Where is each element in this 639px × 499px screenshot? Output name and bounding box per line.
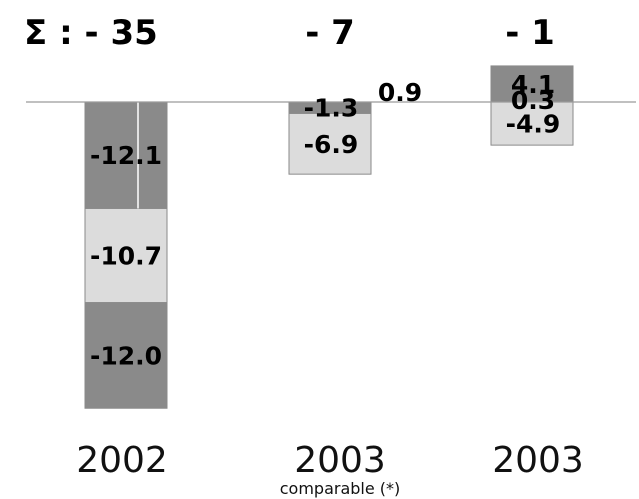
data-label: 0.3 [511,86,555,115]
bar-segment [84,207,168,304]
bar-segment [84,302,168,409]
data-label: -10.7 [90,242,162,271]
bar-segment [288,112,372,175]
total-label: Σ : - 35 [24,13,158,53]
category-label: 2003 [294,440,386,481]
data-label: -1.3 [304,94,359,123]
bar-segment [84,101,168,209]
total-label: - 7 [305,13,355,53]
category-label: 2003 [492,440,584,481]
bar-segment [490,65,574,103]
data-label: 4.1 [511,70,555,99]
category-label: 2002 [76,440,168,481]
data-label: -12.0 [90,341,162,370]
bar-segment [490,101,574,146]
data-label: -6.9 [304,130,359,159]
data-label: -12.1 [90,141,162,170]
data-label: 0.9 [378,78,422,107]
category-sublabel: comparable (*) [280,479,401,498]
data-label: -4.9 [506,110,561,139]
total-label: - 1 [505,13,555,53]
